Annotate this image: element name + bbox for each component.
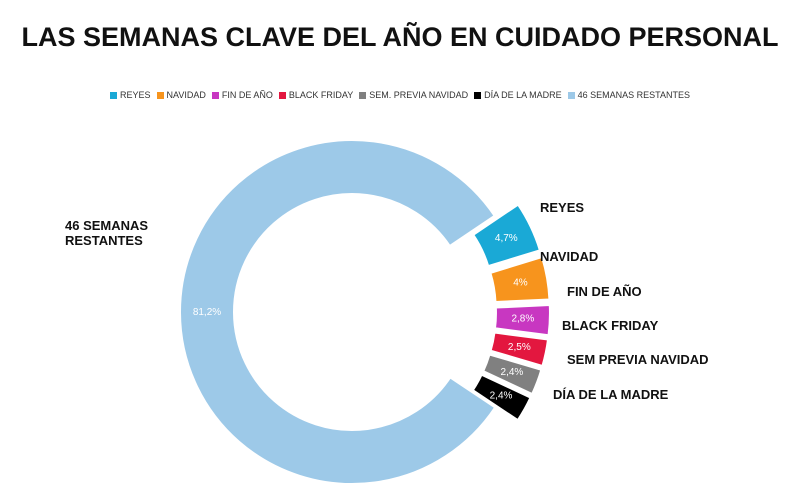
donut-slice xyxy=(471,203,542,268)
category-label: BLACK FRIDAY xyxy=(562,318,659,333)
value-label: 2,5% xyxy=(508,342,531,353)
category-label: NAVIDAD xyxy=(540,249,599,264)
legend-label: FIN DE AÑO xyxy=(221,90,273,100)
value-label: 4% xyxy=(513,277,528,288)
value-label: 81,2% xyxy=(193,307,221,318)
value-label: 4,7% xyxy=(495,233,518,244)
legend-swatch xyxy=(359,91,367,99)
donut-slice xyxy=(489,255,551,304)
value-label: 2,4% xyxy=(501,367,524,378)
legend-label: 46 SEMANAS RESTANTES xyxy=(577,90,690,100)
chart-title: LAS SEMANAS CLAVE DEL AÑO EN CUIDADO PER… xyxy=(21,22,779,52)
legend-item: NAVIDAD xyxy=(156,90,206,100)
legend-swatch xyxy=(156,91,164,99)
legend-label: NAVIDAD xyxy=(166,90,206,100)
legend-label: BLACK FRIDAY xyxy=(288,90,354,100)
category-label: SEM PREVIA NAVIDAD xyxy=(567,352,709,367)
donut-slice xyxy=(481,353,543,396)
legend-label: SEM. PREVIA NAVIDAD xyxy=(369,90,469,100)
donut-slice xyxy=(471,373,532,422)
category-label: REYES xyxy=(540,200,585,215)
legend-item: BLACK FRIDAY xyxy=(278,90,354,100)
category-label: 46 SEMANAS RESTANTES xyxy=(65,218,149,248)
donut-slice xyxy=(489,331,550,368)
legend-item: SEM. PREVIA NAVIDAD xyxy=(359,90,468,100)
legend-swatch xyxy=(110,91,117,99)
category-label: DÍA DE LA MADRE xyxy=(553,387,669,402)
legend-swatch xyxy=(567,91,575,99)
legend: REYES NAVIDAD FIN DE AÑO BLACK FRIDAY SEM. P… xyxy=(0,90,800,100)
value-label: 2,8% xyxy=(511,314,534,325)
legend-item: REYES xyxy=(110,90,151,100)
legend-item: FIN DE AÑO xyxy=(211,90,273,100)
legend-item: 46 SEMANAS RESTANTES xyxy=(567,90,690,100)
donut-slice xyxy=(493,303,551,337)
legend-label: DÍA DE LA MADRE xyxy=(484,90,562,100)
legend-item: DÍA DE LA MADRE xyxy=(474,90,562,100)
donut-slice xyxy=(179,139,497,485)
legend-label: REYES xyxy=(120,90,151,100)
legend-swatch xyxy=(278,91,286,99)
category-label: FIN DE AÑO xyxy=(567,284,642,299)
legend-swatch xyxy=(211,91,219,99)
value-label: 2,4% xyxy=(490,390,513,401)
legend-swatch xyxy=(474,91,482,99)
